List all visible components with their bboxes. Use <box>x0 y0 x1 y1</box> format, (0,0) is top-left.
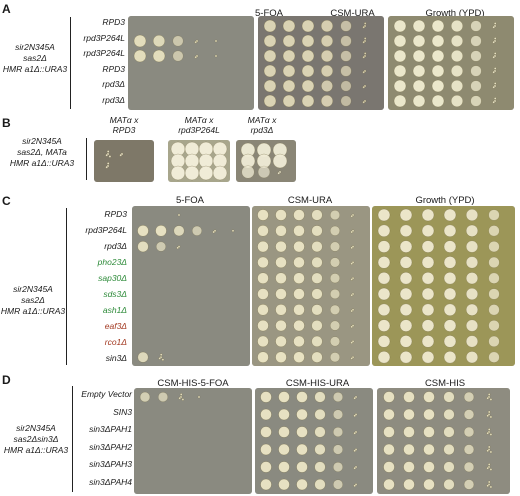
row-label: rpd3P264L <box>83 32 125 43</box>
panel-c-strain-line-3: HMR a1Δ::URA3 <box>0 306 66 316</box>
panel-b-cross-3: MATα x rpd3Δ <box>232 115 292 135</box>
panel-b-cross-2-line-1: MATα x <box>184 115 214 125</box>
panel-b-strain-line-2: sas2Δ, MATa <box>17 147 67 157</box>
row-label: RPD3 <box>102 63 125 74</box>
panel-a-strain-line-2: sas2Δ <box>23 53 47 63</box>
row-label: rpd3Δ <box>104 241 127 251</box>
panel-b-cross-1: MATα x RPD3 <box>94 115 154 135</box>
panel-a-strain-line-3: HMR a1Δ::URA3 <box>2 64 68 74</box>
panel-c-header-2: CSM-URA <box>287 195 333 206</box>
panel-b-cross-1-line-1: MATα x <box>109 115 139 125</box>
panel-a-plate-5foa <box>128 16 254 110</box>
panel-b-patch-rpd3delta <box>236 140 296 182</box>
panel-d-letter: D <box>2 373 11 387</box>
row-label: RPD3 <box>104 209 127 219</box>
panel-a-strain-line-1: sir2N345A <box>15 42 55 52</box>
row-label: RPD3 <box>102 17 125 27</box>
panel-b-cross-3-line-1: MATα x <box>247 115 277 125</box>
row-label: sin3Δ <box>105 353 127 363</box>
panel-b-strain-line-1: sir2N345A <box>22 136 62 146</box>
panel-b-strain-line-3: HMR a1Δ::URA3 <box>9 158 75 168</box>
panel-b-patch-rpd3 <box>94 140 154 182</box>
row-label: rpd3P264L <box>83 48 125 58</box>
row-label: rco1Δ <box>104 337 127 347</box>
panel-c-strain-line-1: sir2N345A <box>13 284 53 294</box>
panel-a-header-1: 5-FOA <box>255 8 283 19</box>
panel-c-header-3: Growth (YPD) <box>415 195 475 206</box>
row-label: rpd3Δ <box>102 79 125 89</box>
panel-b-strain: sir2N345A sas2Δ, MATa HMR a1Δ::URA3 <box>0 136 84 169</box>
panel-b-cross-1-line-2: RPD3 <box>112 125 136 135</box>
panel-b-cross-2: MATα x rpd3P264L <box>164 115 234 135</box>
panel-a-header-2: CSM-URA <box>330 8 375 19</box>
panel-a-letter: A <box>2 2 11 16</box>
panel-c-plate-5foa <box>132 206 250 366</box>
panel-b-patch-rpd3p264l <box>168 140 230 182</box>
panel-d-header-3: CSM-HIS <box>424 378 466 389</box>
panel-c-letter: C <box>2 194 11 208</box>
panel-c-plate-ypd <box>372 206 515 366</box>
row-label: sin3ΔPAH3 <box>89 459 132 469</box>
row-label: pho23Δ <box>97 257 127 267</box>
panel-b-cross-3-line-2: rpd3Δ <box>250 125 274 135</box>
panel-d-bracket <box>72 386 73 492</box>
panel-d-strain-line-3: HMR a1Δ::URA3 <box>3 445 69 455</box>
panel-d-plate-his <box>377 388 510 494</box>
panel-c-plate-csm-ura <box>252 206 370 366</box>
panel-d-header-2: CSM-HIS-URA <box>285 378 350 389</box>
row-label: sin3ΔPAH1 <box>89 424 132 434</box>
panel-d-plate-his-5foa <box>134 388 252 494</box>
row-label: sds3Δ <box>103 289 127 299</box>
panel-b-cross-2-line-2: rpd3P264L <box>178 125 220 135</box>
panel-a-bracket <box>70 17 71 109</box>
panel-a-strain: sir2N345A sas2Δ HMR a1Δ::URA3 <box>0 42 70 75</box>
panel-c-strain-line-2: sas2Δ <box>21 295 45 305</box>
row-label: ash1Δ <box>102 305 127 315</box>
panel-a-plate-csm-ura <box>258 16 384 110</box>
panel-c-strain: sir2N345A sas2Δ HMR a1Δ::URA3 <box>0 284 66 317</box>
panel-d-strain-line-1: sir2N345A <box>16 423 56 433</box>
row-label: rpd3P264L <box>85 225 127 235</box>
panel-d-strain: sir2N345A sas2Δsin3Δ HMR a1Δ::URA3 <box>0 423 72 456</box>
row-label: sap30Δ <box>98 273 127 283</box>
row-label: rpd3Δ <box>102 94 125 105</box>
panel-a-plate-ypd <box>388 16 514 110</box>
panel-b-bracket <box>86 138 87 180</box>
row-label: sin3ΔPAH2 <box>89 441 132 452</box>
row-label: SIN3 <box>113 406 132 417</box>
panel-b-letter: B <box>2 116 11 130</box>
panel-d-plate-his-ura <box>255 388 373 494</box>
row-label: eaf3Δ <box>104 321 127 331</box>
panel-c-bracket <box>66 208 67 365</box>
row-label: sin3ΔPAH4 <box>89 476 132 487</box>
panel-d-header-1: CSM-HIS-5-FOA <box>157 378 229 389</box>
row-label: Empty Vector <box>81 389 132 399</box>
panel-c-header-1: 5-FOA <box>176 195 204 206</box>
panel-a-header-3: Growth (YPD) <box>425 8 485 19</box>
panel-d-strain-line-2: sas2Δsin3Δ <box>13 434 59 444</box>
